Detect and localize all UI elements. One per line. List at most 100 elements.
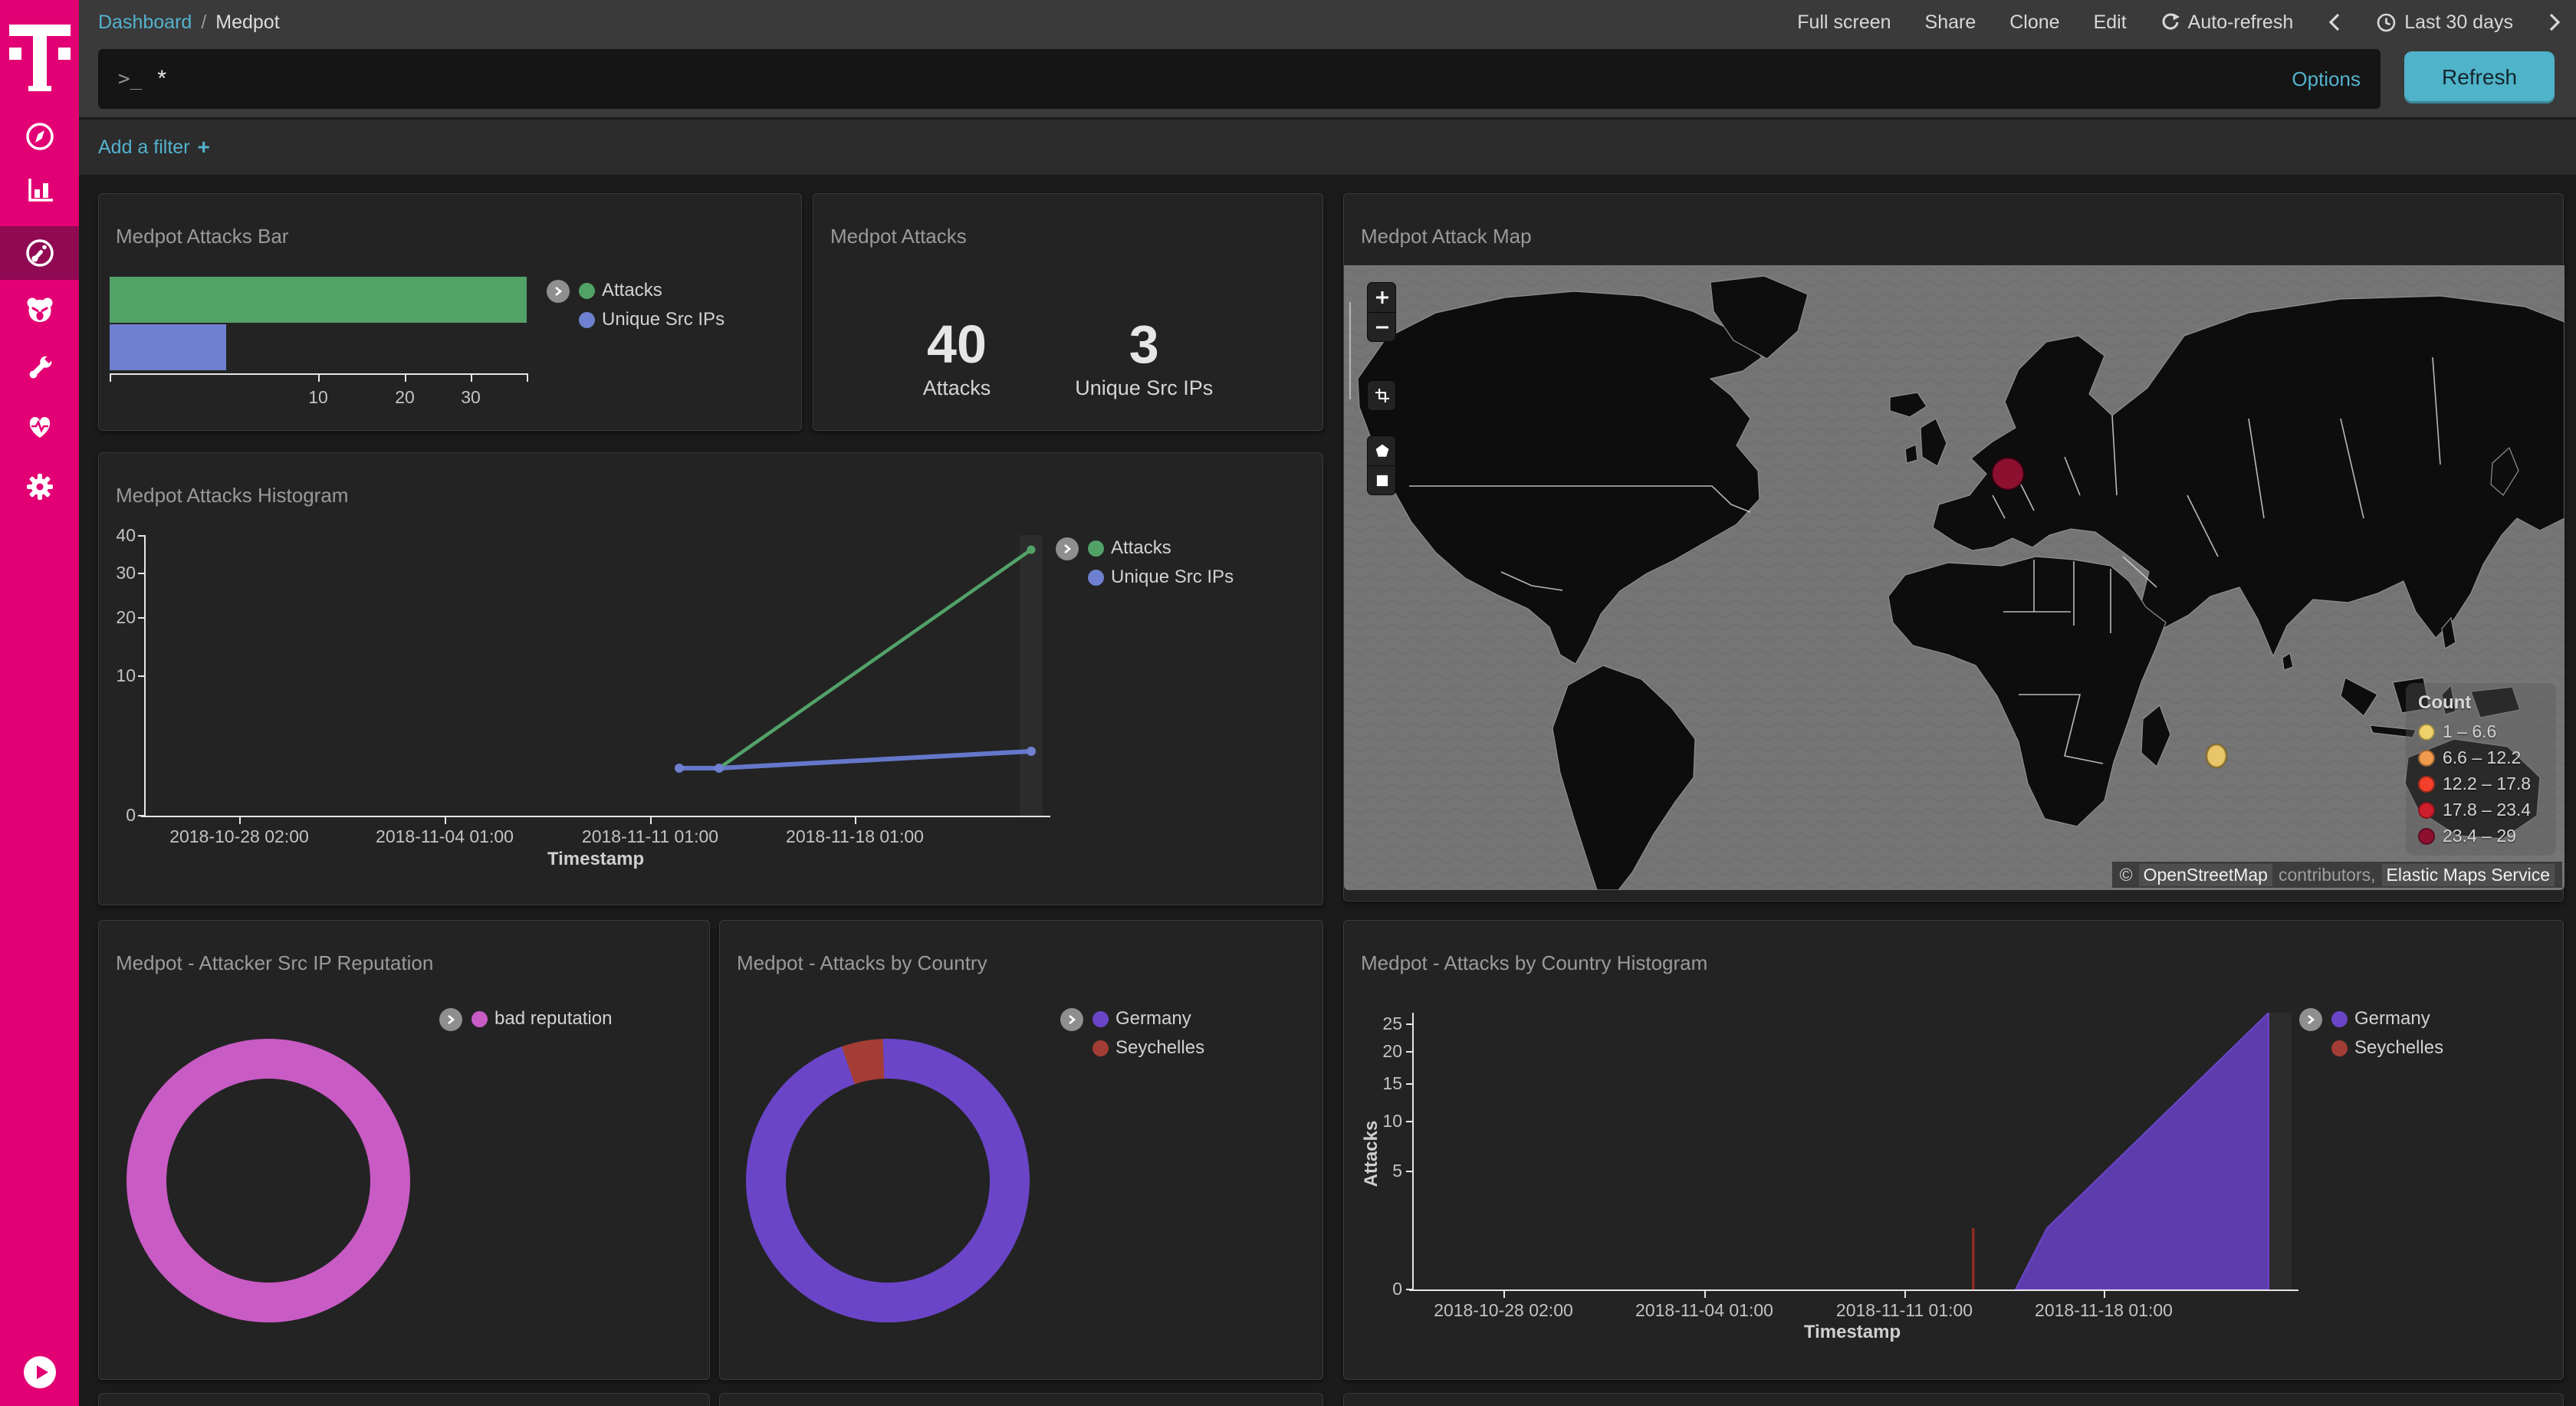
chevron-left-icon [2328, 13, 2340, 31]
full-screen-button[interactable]: Full screen [1797, 11, 1891, 33]
legend-dot [2418, 827, 2435, 845]
logo-shape [28, 86, 51, 91]
tick-mark [445, 817, 446, 824]
chevron-right-icon [2308, 1015, 2315, 1024]
draw-rectangle-button[interactable] [1368, 465, 1395, 494]
legend-expand-button[interactable] [2299, 1008, 2322, 1031]
query-input[interactable]: >_ * Options [98, 49, 2380, 109]
panel-title: Medpot Attack Map [1361, 225, 1532, 248]
panel-attacker-src-ip-reputation: Medpot - Attacker Src IP Reputation bad … [98, 920, 710, 1380]
chevron-right-icon [2549, 13, 2561, 31]
openstreetmap-link[interactable]: OpenStreetMap [2138, 863, 2272, 886]
sidebar-collapse-toggle[interactable] [23, 1355, 57, 1389]
legend-item-germany[interactable]: Germany [2331, 1008, 2443, 1030]
telekom-logo[interactable] [9, 11, 71, 92]
zoom-out-button[interactable] [1368, 312, 1395, 341]
bar-attacks[interactable] [110, 277, 527, 323]
legend-item-seychelles[interactable]: Seychelles [1092, 1037, 1204, 1059]
chart-legend: Germany Seychelles [2299, 1008, 2443, 1059]
fit-data-bounds-button[interactable] [1368, 381, 1395, 410]
series-seychelles[interactable] [1972, 1228, 1975, 1289]
donut-attacks-by-country[interactable] [746, 1039, 1030, 1322]
clone-button[interactable]: Clone [2009, 11, 2060, 33]
legend-dot [2418, 723, 2435, 741]
y-tick: 20 [116, 607, 136, 627]
legend-item-unique-src-ips[interactable]: Unique Src IPs [579, 309, 724, 330]
sidebar-item-discover[interactable] [0, 110, 79, 163]
legend-item-attacks[interactable]: Attacks [1088, 537, 1234, 559]
add-filter-link[interactable]: Add a filter + [98, 135, 210, 159]
sidebar-item-management[interactable] [0, 460, 79, 514]
gauge-icon [25, 239, 54, 267]
draw-polygon-button[interactable] [1368, 436, 1395, 465]
y-tick: 10 [116, 665, 136, 685]
top-navigation-bar: Dashboard / Medpot Full screen Share Clo… [79, 0, 2576, 44]
elastic-maps-service-link[interactable]: Elastic Maps Service [2381, 863, 2555, 886]
sidebar [0, 0, 79, 1406]
legend-item-germany[interactable]: Germany [1092, 1008, 1204, 1030]
edit-button[interactable]: Edit [2093, 11, 2127, 33]
legend-item-unique-src-ips[interactable]: Unique Src IPs [1088, 567, 1234, 588]
chevron-right-icon [555, 287, 563, 296]
legend-dot [1088, 540, 1104, 557]
x-tick: 2018-11-11 01:00 [1835, 1300, 1973, 1320]
y-tick: 25 [1382, 1013, 1402, 1033]
zoom-in-button[interactable] [1368, 283, 1395, 312]
time-back-button[interactable] [2327, 11, 2342, 33]
legend-item-seychelles[interactable]: Seychelles [2331, 1037, 2443, 1059]
legend-item-bad-reputation[interactable]: bad reputation [472, 1008, 612, 1030]
panel-partial [98, 1393, 710, 1406]
legend-dot [579, 311, 595, 328]
sidebar-item-honeypot[interactable] [0, 283, 79, 337]
y-tick: 10 [1382, 1111, 1402, 1131]
y-axis [144, 535, 146, 817]
map-marker-germany[interactable] [1990, 456, 2026, 491]
auto-refresh-button[interactable]: Auto-refresh [2160, 11, 2293, 34]
map-zoom-controls [1367, 282, 1396, 342]
legend-item-attacks[interactable]: Attacks [579, 280, 724, 301]
sidebar-item-dev-tools[interactable] [0, 341, 79, 395]
copyright-glyph: © [2119, 864, 2133, 885]
series-attacks[interactable] [718, 548, 1033, 770]
play-icon [24, 1356, 56, 1388]
bar-unique-src-ips[interactable] [110, 324, 226, 370]
sidebar-item-dashboard[interactable] [0, 226, 79, 280]
chevron-right-icon [1064, 544, 1072, 554]
chevron-right-icon [448, 1015, 455, 1024]
tick-mark [110, 375, 111, 382]
world-map[interactable]: Count 1 – 6.6 6.6 – 12.2 12.2 – 17.8 17.… [1344, 265, 2564, 890]
donut-bad-reputation[interactable] [127, 1039, 410, 1322]
x-tick: 2018-10-28 02:00 [169, 826, 309, 846]
panel-partial [719, 1393, 1323, 1406]
legend-dot [2331, 1040, 2348, 1056]
legend-item: 1 – 6.6 [2418, 721, 2544, 742]
panel-attacks-by-country: Medpot - Attacks by Country Germany Seyc… [719, 920, 1323, 1380]
legend-expand-button[interactable] [1056, 537, 1079, 560]
x-axis-label: Timestamp [1803, 1322, 1901, 1342]
panel-medpot-attacks-metric: Medpot Attacks 40 Attacks 3 Unique Src I… [813, 193, 1323, 431]
sidebar-item-monitoring[interactable] [0, 399, 79, 453]
logo-shape [9, 48, 21, 60]
refresh-button[interactable]: Refresh [2404, 51, 2555, 103]
share-button[interactable]: Share [1924, 11, 1976, 33]
legend-expand-button[interactable] [1060, 1008, 1083, 1031]
panel-medpot-attack-map: Medpot Attack Map [1343, 193, 2564, 902]
legend-expand-button[interactable] [439, 1008, 462, 1031]
time-picker-button[interactable]: Last 30 days [2376, 11, 2513, 34]
query-options-link[interactable]: Options [2292, 67, 2361, 90]
plus-icon: + [197, 135, 210, 159]
sidebar-item-visualize[interactable] [0, 163, 79, 217]
y-tick: 40 [116, 525, 136, 545]
tick-mark [650, 817, 652, 824]
panel-partial [1343, 1393, 2564, 1406]
panel-medpot-attacks-bar: Medpot Attacks Bar 10 20 30 Attacks [98, 193, 802, 431]
x-tick: 30 [461, 387, 481, 407]
y-tick: 5 [1392, 1161, 1402, 1181]
series-germany[interactable] [2014, 1013, 2269, 1289]
polygon-icon [1375, 444, 1389, 457]
legend-expand-button[interactable] [547, 280, 570, 303]
map-marker-seychelles[interactable] [2205, 743, 2228, 769]
breadcrumb-dashboard-link[interactable]: Dashboard [98, 11, 192, 33]
time-forward-button[interactable] [2547, 11, 2562, 33]
